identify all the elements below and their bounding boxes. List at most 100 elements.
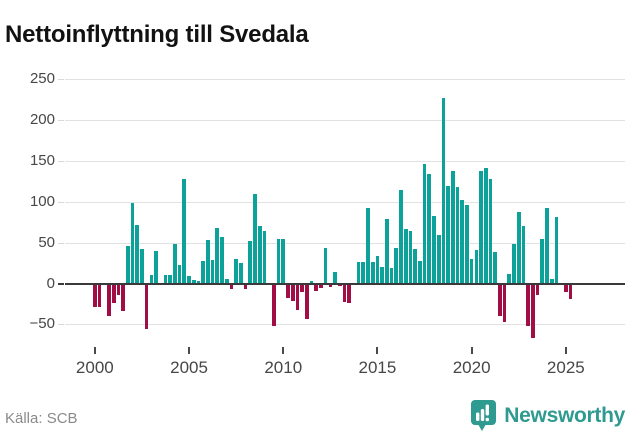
- zero-line: [65, 282, 625, 285]
- bar-2004-q2[interactable]: [173, 244, 177, 284]
- bar-2014-q2[interactable]: [361, 262, 366, 284]
- bar-2000-q1[interactable]: [93, 284, 97, 308]
- bar-2008-q2[interactable]: [248, 241, 253, 284]
- bar-2004-q3[interactable]: [177, 264, 182, 284]
- bar-2001-q2[interactable]: [116, 284, 121, 296]
- bar-2017-q4[interactable]: [427, 174, 432, 284]
- bar-2014-q4[interactable]: [370, 262, 375, 284]
- bar-2009-q4[interactable]: [276, 238, 281, 284]
- bar-2005-q3[interactable]: [196, 281, 201, 284]
- bar-2022-q1[interactable]: [507, 273, 512, 284]
- bar-2015-q3[interactable]: [385, 219, 389, 284]
- bar-2020-q4[interactable]: [483, 168, 488, 284]
- bar-2000-q4[interactable]: [107, 284, 111, 316]
- bar-2024-q2[interactable]: [549, 279, 554, 284]
- bar-2007-q4[interactable]: [239, 263, 243, 284]
- bar-2003-q4[interactable]: [163, 274, 168, 284]
- newsworthy-logo[interactable]: Newsworthy: [470, 399, 625, 433]
- bar-2016-q2[interactable]: [399, 189, 403, 284]
- bar-2011-q2[interactable]: [304, 284, 309, 319]
- bar-2005-q2[interactable]: [191, 280, 196, 284]
- bar-2003-q2[interactable]: [154, 250, 158, 284]
- bar-2003-q1[interactable]: [149, 275, 154, 284]
- bar-2023-q1[interactable]: [526, 284, 530, 327]
- bar-2019-q3[interactable]: [460, 200, 465, 284]
- bar-2013-q2[interactable]: [342, 284, 347, 303]
- bar-2021-q1[interactable]: [488, 179, 493, 284]
- bar-2014-q3[interactable]: [366, 207, 370, 284]
- bar-2010-q1[interactable]: [281, 238, 286, 284]
- bar-2011-q4[interactable]: [314, 284, 319, 292]
- bar-2007-q3[interactable]: [234, 259, 238, 284]
- bar-2024-q3[interactable]: [554, 216, 559, 284]
- bar-2002-q1[interactable]: [130, 202, 135, 284]
- bar-2016-q4[interactable]: [408, 231, 413, 284]
- bar-2019-q4[interactable]: [465, 205, 469, 284]
- bar-2016-q1[interactable]: [394, 248, 399, 284]
- bar-2006-q1[interactable]: [206, 240, 210, 284]
- bar-2018-q4[interactable]: [446, 185, 450, 284]
- bar-2001-q3[interactable]: [121, 284, 125, 312]
- bar-2011-q1[interactable]: [300, 284, 304, 292]
- bar-2021-q2[interactable]: [493, 252, 498, 284]
- x-axis-tick-2000: [93, 347, 96, 354]
- bar-2022-q2[interactable]: [512, 244, 516, 284]
- bar-2023-q4[interactable]: [540, 238, 545, 284]
- bar-2015-q1[interactable]: [375, 255, 380, 284]
- bar-2010-q4[interactable]: [295, 284, 300, 310]
- bar-2024-q1[interactable]: [545, 208, 549, 284]
- bar-2009-q3[interactable]: [271, 284, 276, 327]
- bar-2006-q2[interactable]: [210, 259, 215, 284]
- bar-2020-q2[interactable]: [474, 250, 479, 284]
- bar-2020-q3[interactable]: [479, 170, 483, 284]
- bar-2017-q2[interactable]: [417, 261, 422, 284]
- bar-2019-q1[interactable]: [450, 170, 455, 284]
- bar-2013-q3[interactable]: [347, 284, 352, 304]
- bar-2004-q4[interactable]: [182, 179, 187, 284]
- bar-2019-q2[interactable]: [455, 187, 460, 284]
- bar-2017-q1[interactable]: [413, 249, 417, 284]
- bar-2017-q3[interactable]: [422, 163, 427, 284]
- bar-2022-q3[interactable]: [516, 212, 521, 284]
- bar-2004-q1[interactable]: [168, 274, 173, 284]
- bar-2012-q2[interactable]: [323, 248, 328, 284]
- bar-2000-q2[interactable]: [97, 284, 102, 308]
- bar-2001-q1[interactable]: [111, 284, 116, 304]
- bar-2005-q1[interactable]: [187, 276, 191, 284]
- bar-2014-q1[interactable]: [356, 262, 361, 284]
- bar-2020-q1[interactable]: [469, 259, 474, 284]
- bar-2021-q3[interactable]: [498, 284, 502, 317]
- bar-2021-q4[interactable]: [502, 284, 507, 323]
- bar-2015-q4[interactable]: [389, 267, 394, 284]
- bar-2018-q2[interactable]: [436, 234, 441, 284]
- bar-2015-q2[interactable]: [380, 267, 384, 284]
- bar-2002-q4[interactable]: [144, 284, 149, 330]
- bar-2023-q2[interactable]: [531, 284, 535, 339]
- bar-2010-q2[interactable]: [286, 284, 290, 298]
- bar-2002-q3[interactable]: [140, 249, 144, 284]
- bar-2007-q2[interactable]: [229, 284, 234, 290]
- bar-2018-q1[interactable]: [432, 215, 436, 284]
- bar-2009-q1[interactable]: [262, 231, 267, 284]
- bar-2006-q4[interactable]: [220, 236, 224, 284]
- bar-2008-q4[interactable]: [257, 225, 262, 284]
- bar-2018-q3[interactable]: [441, 98, 446, 284]
- bar-2011-q3[interactable]: [309, 281, 314, 284]
- bar-2006-q3[interactable]: [215, 227, 220, 284]
- bar-2012-q3[interactable]: [328, 284, 333, 287]
- bar-2023-q3[interactable]: [535, 284, 540, 296]
- bar-2013-q1[interactable]: [337, 284, 342, 287]
- bar-2002-q2[interactable]: [135, 224, 140, 284]
- bar-2012-q1[interactable]: [319, 284, 323, 288]
- bar-2008-q3[interactable]: [253, 193, 257, 284]
- bar-2005-q4[interactable]: [201, 261, 206, 284]
- bar-2025-q2[interactable]: [568, 284, 573, 300]
- bar-2025-q1[interactable]: [564, 284, 568, 292]
- bar-2022-q4[interactable]: [521, 225, 526, 284]
- bar-2012-q4[interactable]: [333, 272, 337, 284]
- bar-2010-q3[interactable]: [290, 284, 295, 301]
- bar-2001-q4[interactable]: [125, 245, 130, 284]
- bar-2008-q1[interactable]: [243, 284, 248, 289]
- bar-2007-q1[interactable]: [224, 278, 229, 284]
- bar-2016-q3[interactable]: [403, 228, 408, 284]
